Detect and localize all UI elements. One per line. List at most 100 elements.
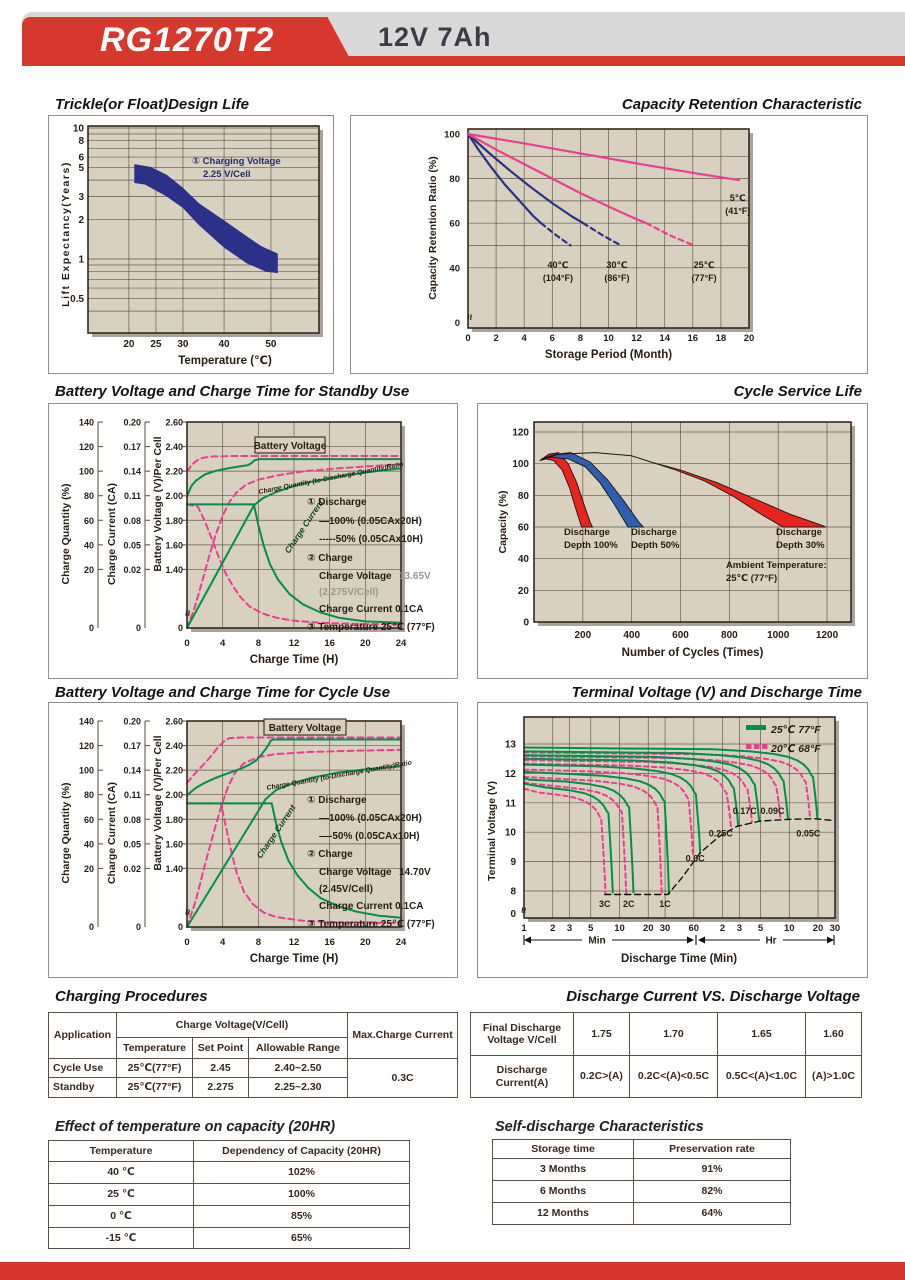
chart-capacity-retention-panel: 40℃ (104°F) 30℃ (86°F) 25℃ (77°F) 5℃ (41°F) 100 8…: [350, 115, 868, 374]
y-axis-title: Lift Expectancy(Years): [60, 161, 72, 307]
y-tick-label: 2.40: [165, 741, 183, 751]
x-tick-label: 12: [289, 937, 300, 948]
note-line: ① Discharge: [307, 497, 367, 508]
x-tick-label: 4: [220, 937, 226, 948]
section-title-temp-effect: Effect of temperature on capacity (20HR): [55, 1119, 336, 1135]
y-tick-label: 3: [78, 192, 84, 203]
y-tick-label: 0.17: [123, 741, 141, 751]
rate-label: 0.25C: [709, 829, 734, 839]
x-tick-label: 10: [614, 923, 625, 934]
cell-capacity: 100%: [193, 1183, 410, 1206]
cell-current: 0.2C>(A): [573, 1055, 630, 1098]
retention-curve-5C: [466, 132, 741, 182]
curve-label: 25℃: [694, 260, 715, 270]
y-tick-label: 0: [455, 318, 460, 329]
y-tick-label: 140: [79, 717, 94, 727]
legend-swatch-20c: [746, 744, 752, 749]
chart-cycle-charge-panel: Battery Voltage Charge Current Charge Quan…: [48, 702, 458, 978]
cell-set-point: 2.275: [192, 1077, 249, 1098]
col-header-temperature: Temperature: [116, 1037, 193, 1059]
retention-curve-40C: [466, 132, 543, 225]
y-tick-label: 0.5: [70, 294, 84, 305]
table-row: Cycle Use 25℃(77°F) 2.45 2.40~2.50 0.3C: [48, 1058, 459, 1098]
y-tick-label: 13: [505, 740, 517, 751]
row-header-line2: Voltage V/Cell: [487, 1034, 557, 1046]
x-tick-label: 0: [465, 333, 470, 344]
annotation: 2.25 V/Cell: [203, 169, 251, 180]
cell-capacity: 102%: [193, 1161, 410, 1184]
battery-voltage-label-box: [254, 436, 326, 454]
table-row: 6 Months 82%: [492, 1180, 791, 1203]
battery-voltage-label: Battery Voltage: [254, 441, 327, 452]
x-tick-label: 10: [784, 923, 795, 934]
x-tick-label: 200: [574, 630, 591, 641]
x-tick-label: 20: [813, 923, 824, 934]
temp-capacity-table: Temperature Dependency of Capacity (20HR…: [48, 1140, 410, 1249]
note-line: Charge Current 0.1CA: [319, 901, 423, 912]
x-tick-label: 8: [578, 333, 583, 344]
y-tick-label: 100: [444, 130, 460, 141]
x-tick-label: 2: [720, 923, 725, 934]
note-line: —-50% (0.05CAx10H): [319, 831, 420, 842]
x-tick-label: 30: [660, 923, 671, 934]
x-tick-label: 20: [360, 937, 371, 948]
charging-procedures-table: Application Charge Voltage(V/Cell) Max.C…: [48, 1012, 459, 1098]
y-tick-label: 20: [518, 586, 530, 597]
cell-rate: 82%: [633, 1180, 791, 1203]
retention-curve-dashed-30C: [582, 222, 623, 247]
row-header-final-voltage: Final Discharge Voltage V/Cell: [470, 1012, 574, 1056]
section-title-self-discharge: Self-discharge Characteristics: [495, 1119, 704, 1135]
y-tick-label: 0.17: [123, 442, 141, 452]
legend-swatch-20c: [762, 744, 768, 749]
y-tick-label: 1.60: [165, 839, 183, 849]
col-header-set-point: Set Point: [192, 1037, 249, 1059]
legend-swatch-25c: [746, 725, 766, 730]
y-axis-title: Charge Quantity (%): [60, 783, 72, 884]
y-axis-title: Capacity Retention Ratio (%): [427, 156, 439, 300]
y-tick-label: 0.20: [123, 717, 141, 727]
x-tick-label: 400: [623, 630, 640, 641]
battery-voltage-100pct: [186, 458, 402, 498]
y-tick-label: 2.20: [165, 467, 183, 477]
y-tick-label: 1.60: [165, 540, 183, 550]
discharge-voltage-table: Final Discharge Voltage V/Cell 1.75 1.70…: [470, 1012, 862, 1098]
rate-label: 1C: [659, 899, 671, 909]
discharge-curve-20c-0.09C: [523, 755, 782, 822]
chart-capacity-retention: 40℃(104°F)30℃(86°F)25℃(77°F)5℃(41°F)1008…: [427, 128, 754, 361]
wedge-label: Discharge: [631, 527, 677, 538]
row-header-line1: Discharge: [496, 1064, 548, 1077]
y-tick-label: 0: [89, 623, 94, 633]
x-tick-label: 0: [184, 937, 189, 948]
col-header-dependency: Dependency of Capacity (20HR): [193, 1140, 410, 1162]
y-tick-label: 2.60: [165, 717, 183, 727]
plot-background: [524, 717, 835, 918]
x-tick-label: 4: [220, 638, 226, 649]
header-red-strip: [320, 56, 905, 66]
x-tick-label: 16: [688, 333, 699, 344]
y-tick-label: 0: [89, 922, 94, 932]
x-tick-label: 5: [588, 923, 594, 934]
y-tick-label: 120: [79, 741, 94, 751]
x-tick-label: 2: [493, 333, 498, 344]
y-tick-label: 8: [78, 136, 84, 147]
x-tick-label: 1: [521, 923, 527, 934]
legend-swatch-20c: [754, 744, 760, 749]
discharge-curve-25c-0.05C: [523, 746, 819, 820]
note-value: 14.70V: [399, 867, 431, 878]
discharge-curve-20c-0.05C: [523, 751, 812, 820]
cell-capacity: 85%: [193, 1205, 410, 1228]
y-tick-label: 80: [518, 491, 530, 502]
y-tick-label: 140: [79, 418, 94, 428]
x-tick-label: 24: [396, 937, 407, 948]
cell-voltage: 1.75: [573, 1012, 630, 1056]
chart-float-life-panel: 10 8 6 5 3 2 1 0.5 20 25 30 40 50 Temperature (℃) Lift…: [48, 115, 334, 374]
chart-cycle-life: Discharge Depth 100% Discharge Depth 50% Dis…: [497, 421, 855, 659]
brand-logo: RG1270T2: [22, 17, 354, 66]
curve-label: (77°F): [691, 273, 716, 283]
legend-label-25c: 25℃ 77°F: [770, 724, 821, 736]
battery-voltage-label: Battery Voltage: [269, 723, 342, 734]
y-tick-label: 60: [84, 815, 94, 825]
cell-rate: 91%: [633, 1158, 791, 1181]
